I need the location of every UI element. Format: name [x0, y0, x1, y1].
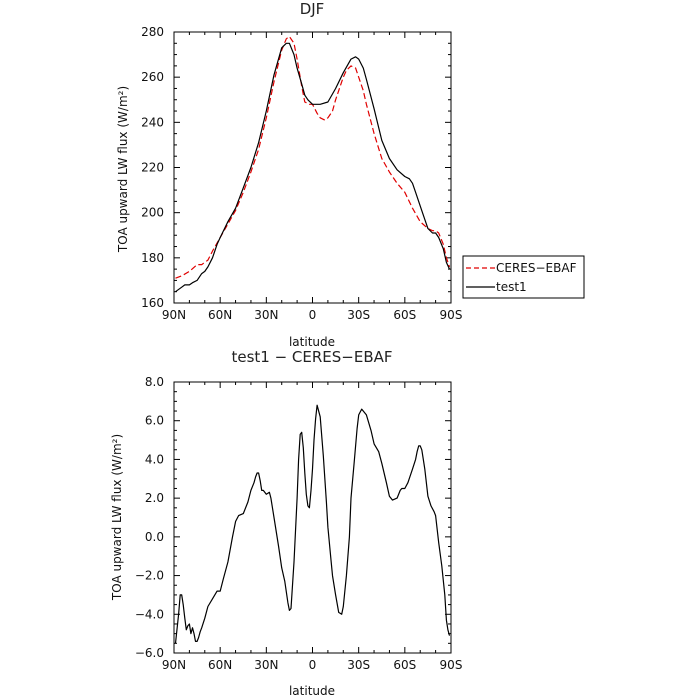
plot-frame-djf [173, 31, 452, 304]
series-line-ceres-ebaf [175, 35, 451, 279]
y-tick-label: −2.0 [135, 569, 164, 583]
x-tick-label: 30S [347, 308, 370, 322]
y-tick-label: −6.0 [135, 646, 164, 660]
x-tick-label: 60S [393, 658, 416, 672]
x-tick-label: 60N [208, 308, 232, 322]
chart-difference: test1 − CERES−EBAF 90N 60N 30N 0 30S 60S 90S −6… [110, 348, 462, 698]
y-tick-label: 6.0 [145, 414, 164, 428]
y-tick-label: 2.0 [145, 491, 164, 505]
y-tick-label: 160 [141, 296, 164, 310]
x-tick-label: 30S [347, 658, 370, 672]
x-axis-title-djf: latitude [289, 335, 335, 349]
chart-djf: DJF 90N 60N 30N 0 30S 60S 90S 160 180 200 220 240 26… [116, 0, 585, 349]
y-axis-title-difference: TOA upward LW flux (W/m²) [110, 434, 124, 601]
chart-title-difference: test1 − CERES−EBAF [231, 348, 392, 366]
legend-label-test1: test1 [496, 280, 527, 294]
y-tick-label: 280 [141, 25, 164, 39]
x-tick-label: 30N [254, 308, 278, 322]
x-tick-label: 60S [393, 308, 416, 322]
x-tick-label: 60N [208, 658, 232, 672]
x-tick-label: 0 [309, 658, 317, 672]
legend-label-ceres: CERES−EBAF [496, 261, 577, 275]
y-tick-label: −4.0 [135, 607, 164, 621]
x-tick-label: 90S [440, 658, 463, 672]
y-tick-label: 4.0 [145, 452, 164, 466]
x-tick-label: 0 [309, 308, 317, 322]
y-tick-label: 260 [141, 70, 164, 84]
plot-frame-difference [173, 381, 452, 654]
y-tick-label: 8.0 [145, 375, 164, 389]
y-tick-label: 180 [141, 251, 164, 265]
x-tick-label: 90S [440, 308, 463, 322]
series-line-test1 [175, 42, 451, 293]
plot-area-difference: 90N 60N 30N 0 30S 60S 90S −6.0 −4.0 −2.0 0.0 2.0 4.0… [135, 375, 463, 672]
legend-box [462, 255, 585, 299]
x-tick-label: 90N [162, 308, 186, 322]
y-tick-label: 220 [141, 161, 164, 175]
legend: CERES−EBAF test1 [462, 255, 585, 299]
plot-area-djf: 90N 60N 30N 0 30S 60S 90S 160 180 200 220 240 260 280 [141, 25, 462, 322]
x-tick-label: 90N [162, 658, 186, 672]
chart-title-djf: DJF [300, 0, 325, 18]
y-tick-label: 0.0 [145, 530, 164, 544]
series-line-difference [174, 404, 451, 644]
x-tick-label: 30N [254, 658, 278, 672]
x-axis-title-difference: latitude [289, 684, 335, 698]
y-axis-title-djf: TOA upward LW flux (W/m²) [116, 86, 130, 253]
y-tick-label: 200 [141, 206, 164, 220]
y-tick-label: 240 [141, 115, 164, 129]
